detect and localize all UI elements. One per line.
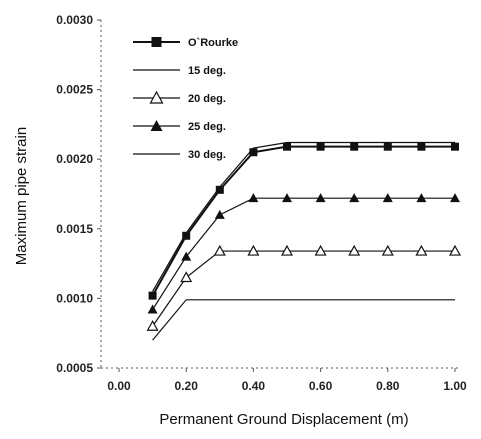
y-tick-label: 0.0005 <box>56 361 93 375</box>
legend-marker <box>149 90 164 104</box>
data-point <box>382 193 393 203</box>
legend-label: 30 deg. <box>188 149 226 161</box>
legend-item: 25 deg. <box>133 120 226 133</box>
x-tick-label: 1.00 <box>443 379 467 393</box>
y-tick-label: 0.0020 <box>56 152 93 166</box>
data-point <box>315 193 326 203</box>
series-1 <box>152 141 455 292</box>
data-point <box>248 193 259 203</box>
data-point <box>280 244 294 256</box>
series-4 <box>152 299 455 341</box>
data-point <box>181 251 192 261</box>
data-point <box>415 244 428 256</box>
series-line <box>152 250 455 327</box>
legend-label: O`Rourke <box>188 37 238 49</box>
y-ticks: 0.0005 0.0010 0.0015 0.0020 0.0025 0.0030 <box>56 13 101 375</box>
data-point <box>249 148 258 157</box>
legend-item: 30 deg. <box>133 149 226 161</box>
x-tick-label: 0.20 <box>175 379 199 393</box>
series-layer <box>146 141 462 341</box>
series-0 <box>148 142 459 300</box>
y-tick-label: 0.0025 <box>56 83 93 97</box>
data-point <box>283 142 291 151</box>
x-axis-label: Permanent Ground Displacement (m) <box>159 411 408 428</box>
data-point <box>180 271 193 283</box>
x-tick-label: 0.00 <box>107 379 131 393</box>
series-line <box>152 197 455 310</box>
legend-item: O`Rourke <box>133 37 238 49</box>
legend-label: 20 deg. <box>188 93 226 105</box>
data-point <box>349 193 360 203</box>
data-point <box>451 142 459 151</box>
axes <box>100 20 460 369</box>
data-point <box>416 193 427 203</box>
data-point <box>448 244 462 256</box>
data-point <box>348 244 361 256</box>
data-point <box>182 231 191 240</box>
data-point <box>314 244 327 256</box>
x-tick-label: 0.80 <box>376 379 400 393</box>
x-ticks: 0.00 0.20 0.40 0.60 0.80 1.00 <box>107 368 467 393</box>
series-line <box>152 141 455 292</box>
data-point <box>350 142 359 151</box>
data-point <box>381 244 394 256</box>
data-point <box>316 142 325 151</box>
legend-item: 15 deg. <box>133 65 226 77</box>
data-point <box>282 193 292 203</box>
data-point <box>215 185 224 194</box>
data-point <box>417 142 426 151</box>
data-point <box>247 244 260 256</box>
data-point <box>146 320 159 331</box>
legend-item: 20 deg. <box>133 90 226 105</box>
legend-marker <box>150 120 163 131</box>
y-tick-label: 0.0030 <box>56 13 93 27</box>
y-tick-label: 0.0010 <box>56 291 93 305</box>
data-point <box>450 193 460 203</box>
y-axis-label: Maximum pipe strain <box>13 127 30 265</box>
legend-label: 25 deg. <box>188 121 226 133</box>
legend-marker <box>151 37 162 47</box>
series-3 <box>147 193 460 314</box>
legend: O`Rourke 15 deg. 20 deg. 25 deg. 30 deg. <box>133 37 238 161</box>
data-point <box>383 142 392 151</box>
x-tick-label: 0.60 <box>309 379 333 393</box>
y-tick-label: 0.0015 <box>56 222 93 236</box>
legend-label: 15 deg. <box>188 65 226 77</box>
series-line <box>152 299 455 341</box>
x-tick-label: 0.40 <box>242 379 266 393</box>
series-line <box>151 145 455 297</box>
data-point <box>214 209 225 219</box>
series-2 <box>146 244 462 331</box>
data-point <box>148 291 157 300</box>
data-point <box>147 304 158 314</box>
data-point <box>213 244 226 256</box>
